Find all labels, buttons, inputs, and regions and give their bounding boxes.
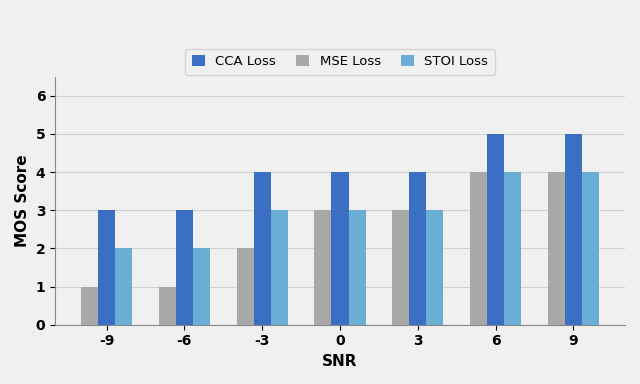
Bar — [332, 172, 349, 325]
Bar — [271, 210, 288, 325]
Bar — [253, 172, 271, 325]
Bar — [582, 172, 599, 325]
Bar — [565, 134, 582, 325]
Bar — [504, 172, 522, 325]
Bar — [349, 210, 365, 325]
Bar — [115, 248, 132, 325]
Bar — [548, 172, 565, 325]
Bar — [193, 248, 210, 325]
Bar — [237, 248, 253, 325]
Bar — [426, 210, 444, 325]
Bar — [159, 286, 176, 325]
Legend: CCA Loss, MSE Loss, STOI Loss: CCA Loss, MSE Loss, STOI Loss — [185, 48, 495, 75]
Bar — [176, 210, 193, 325]
X-axis label: SNR: SNR — [323, 354, 358, 369]
Bar — [487, 134, 504, 325]
Bar — [81, 286, 98, 325]
Bar — [470, 172, 487, 325]
Bar — [392, 210, 409, 325]
Bar — [409, 172, 426, 325]
Bar — [314, 210, 332, 325]
Bar — [98, 210, 115, 325]
Y-axis label: MOS Score: MOS Score — [15, 154, 30, 247]
